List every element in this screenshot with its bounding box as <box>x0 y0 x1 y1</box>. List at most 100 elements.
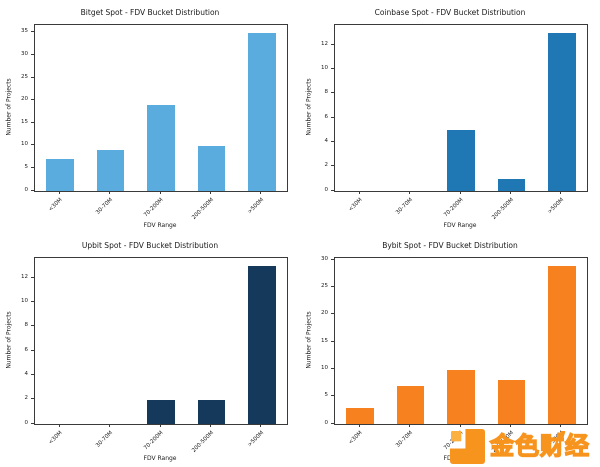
y-tick-label: 5 <box>24 163 29 170</box>
watermark-text: 金色财经 <box>489 431 590 460</box>
y-tick-mark <box>31 144 34 146</box>
plot-area <box>34 257 288 425</box>
y-tick-mark <box>331 67 334 69</box>
y-tick-label: 8 <box>24 322 29 329</box>
y-tick-label: 25 <box>321 283 328 290</box>
y-tick-label: 4 <box>24 370 29 377</box>
y-tick-mark <box>331 340 334 342</box>
y-tick-label: 30 <box>321 255 328 262</box>
x-tick-label: 70-200M <box>442 197 465 219</box>
x-tick-mark <box>560 424 562 427</box>
x-tick-label: 30-70M <box>394 197 414 216</box>
y-tick-mark <box>331 313 334 315</box>
y-tick-label: 6 <box>324 113 329 120</box>
y-tick-label: 6 <box>24 346 29 353</box>
x-tick-mark <box>209 424 211 427</box>
bar-70-200M <box>447 369 475 424</box>
x-tick-mark <box>159 424 161 427</box>
x-tick-mark <box>260 191 262 194</box>
y-tick-mark <box>31 31 34 33</box>
x-tick-mark <box>159 191 161 194</box>
chart-title: Upbit Spot - FDV Bucket Distribution <box>81 241 219 250</box>
x-tick-mark <box>459 424 461 427</box>
x-tick-label: >500M <box>246 197 266 216</box>
y-tick-mark <box>331 116 334 118</box>
jinse-finance-logo-icon <box>450 429 485 464</box>
y-tick-mark <box>331 422 334 424</box>
y-tick-mark <box>31 276 34 278</box>
y-tick-label: 12 <box>321 40 328 47</box>
y-tick-mark <box>31 166 34 168</box>
y-tick-label: 15 <box>321 337 328 344</box>
y-tick-label: 5 <box>324 392 329 399</box>
y-tick-mark <box>331 395 334 397</box>
bar-30-70M <box>396 385 425 424</box>
x-tick-mark <box>209 191 211 194</box>
x-tick-mark <box>509 191 511 194</box>
y-tick-mark <box>31 325 34 327</box>
y-tick-mark <box>331 367 334 369</box>
y-tick-label: 0 <box>324 419 329 426</box>
y-tick-mark <box>331 140 334 142</box>
bar-70-200M <box>147 399 175 424</box>
x-tick-label: 70-200M <box>142 430 165 452</box>
chart-bybit-spot: Bybit Spot - FDV Bucket Distribution Num… <box>300 233 600 467</box>
chart-title: Bitget Spot - FDV Bucket Distribution <box>80 8 220 17</box>
y-tick-label: 25 <box>21 73 28 80</box>
y-tick-label: 20 <box>21 96 28 103</box>
x-tick-mark <box>58 424 60 427</box>
bar->500M <box>547 265 576 424</box>
x-tick-label: 30-70M <box>394 430 414 449</box>
x-tick-mark <box>509 424 511 427</box>
x-tick-mark <box>409 191 411 194</box>
chart-bitget-spot: Bitget Spot - FDV Bucket Distribution Nu… <box>0 0 300 233</box>
x-tick-label: <30M <box>47 197 64 213</box>
y-tick-mark <box>331 258 334 260</box>
y-tick-label: 10 <box>321 64 328 71</box>
x-tick-label: 200-500M <box>490 197 515 221</box>
x-axis-label: FDV Range <box>443 222 477 229</box>
bar-200-500M <box>197 145 226 191</box>
y-tick-mark <box>31 349 34 351</box>
watermark: 金色财经 <box>450 429 590 464</box>
y-tick-mark <box>31 300 34 302</box>
y-tick-mark <box>331 92 334 94</box>
chart-title: Bybit Spot - FDV Bucket Distribution <box>382 241 518 250</box>
plot-area <box>334 24 588 192</box>
y-tick-mark <box>31 76 34 78</box>
y-tick-label: 2 <box>324 162 329 169</box>
x-tick-label: 30-70M <box>94 197 114 216</box>
x-tick-label: 30-70M <box>94 430 114 449</box>
plot-area <box>334 257 588 425</box>
y-tick-label: 8 <box>324 89 329 96</box>
bar->500M <box>247 32 276 191</box>
x-tick-mark <box>260 424 262 427</box>
y-tick-label: 0 <box>324 186 329 193</box>
chart-coinbase-spot: Coinbase Spot - FDV Bucket Distribution … <box>300 0 600 233</box>
x-tick-label: >500M <box>546 197 566 216</box>
x-axis-label: FDV Range <box>143 222 177 229</box>
x-tick-label: <30M <box>347 430 364 446</box>
y-tick-label: 12 <box>21 273 28 280</box>
chart-upbit-spot: Upbit Spot - FDV Bucket Distribution Num… <box>0 233 300 467</box>
y-tick-mark <box>31 189 34 191</box>
y-tick-mark <box>331 189 334 191</box>
x-tick-label: >500M <box>246 430 266 449</box>
x-tick-label: 200-500M <box>190 197 215 221</box>
y-tick-label: 15 <box>21 118 28 125</box>
bar-200-500M <box>497 380 526 424</box>
x-tick-mark <box>560 191 562 194</box>
bar-<30M <box>346 407 375 424</box>
x-tick-label: 70-200M <box>142 197 165 219</box>
bar-70-200M <box>147 105 175 191</box>
y-tick-label: 4 <box>324 137 329 144</box>
bar-70-200M <box>447 130 475 191</box>
y-tick-mark <box>31 121 34 123</box>
y-tick-label: 20 <box>321 310 328 317</box>
y-tick-label: 0 <box>24 419 29 426</box>
bar->500M <box>247 265 276 424</box>
x-tick-mark <box>358 424 360 427</box>
y-tick-mark <box>31 398 34 400</box>
y-tick-mark <box>31 99 34 101</box>
